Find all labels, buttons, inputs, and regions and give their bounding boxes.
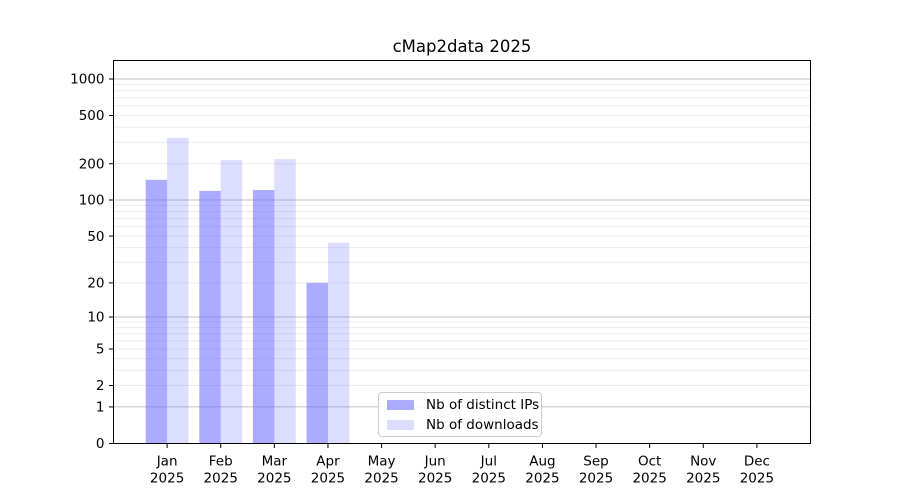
- x-tick-label-year: 2025: [686, 471, 720, 487]
- x-tick-label-year: 2025: [525, 471, 559, 487]
- y-tick-label: 10: [87, 310, 104, 326]
- x-tick-label-month: Mar: [262, 454, 288, 470]
- x-tick-label-month: Sep: [583, 454, 608, 470]
- x-tick-label-month: Oct: [638, 454, 661, 470]
- chart-title: cMap2data 2025: [392, 37, 532, 56]
- x-tick-label-month: Dec: [744, 454, 770, 470]
- x-tick-label-month: Feb: [209, 454, 233, 470]
- x-tick-label-year: 2025: [472, 471, 506, 487]
- bar-mar-downloads: [274, 159, 296, 444]
- bar-jan-downloads: [167, 137, 189, 444]
- bar-feb-downloads: [220, 160, 243, 444]
- bar-apr-distinct-ips: [306, 282, 328, 444]
- y-tick-label: 20: [87, 276, 104, 292]
- y-tick-label: 500: [79, 108, 105, 124]
- y-tick-label: 5: [96, 342, 105, 358]
- y-tick-label: 100: [79, 193, 105, 209]
- legend: Nb of distinct IPs Nb of downloads: [378, 392, 542, 437]
- x-tick-label-year: 2025: [579, 471, 613, 487]
- legend-swatch-downloads: [387, 419, 414, 430]
- x-tick-label-year: 2025: [632, 471, 666, 487]
- legend-label-downloads: Nb of downloads: [426, 416, 539, 433]
- x-tick-label-year: 2025: [257, 471, 291, 487]
- legend-swatch-distinct-ips: [387, 399, 414, 410]
- y-tick-label: 200: [79, 156, 105, 172]
- y-tick-label: 1: [96, 400, 105, 416]
- x-tick-label-month: Jul: [480, 454, 497, 470]
- series-downloads: [167, 137, 350, 444]
- x-tick-label-month: May: [368, 454, 396, 470]
- x-axis: Jan2025Feb2025Mar2025Apr2025May2025Jun20…: [150, 443, 774, 487]
- bar-feb-distinct-ips: [199, 190, 221, 444]
- legend-label-distinct-ips: Nb of distinct IPs: [426, 396, 540, 413]
- plot-frame: [113, 60, 811, 444]
- y-tick-label: 2: [96, 378, 105, 394]
- y-tick-label: 50: [87, 229, 104, 245]
- legend-item-downloads: Nb of downloads: [387, 417, 539, 433]
- x-tick-label-month: Nov: [690, 454, 716, 470]
- y-grid-minor: [113, 84, 811, 387]
- x-tick-label-month: Aug: [529, 454, 555, 470]
- bar-mar-distinct-ips: [252, 190, 275, 444]
- legend-item-distinct-ips: Nb of distinct IPs: [387, 397, 539, 413]
- y-axis: 0 1 2 5 10 20 50 100 200 500 1000: [70, 72, 114, 452]
- x-tick-label-month: Jan: [156, 454, 178, 470]
- x-tick-label-year: 2025: [364, 471, 398, 487]
- x-tick-label-year: 2025: [740, 471, 774, 487]
- x-tick-label-year: 2025: [311, 471, 345, 487]
- y-tick-label: 1000: [70, 72, 104, 88]
- x-tick-label-month: Apr: [316, 454, 340, 470]
- bar-apr-downloads: [327, 242, 350, 444]
- x-tick-label-month: Jun: [424, 454, 446, 470]
- bar-jan-distinct-ips: [145, 179, 168, 444]
- x-tick-label-year: 2025: [204, 471, 238, 487]
- x-tick-label-year: 2025: [418, 471, 452, 487]
- series-distinct-ips: [145, 179, 328, 444]
- x-tick-label-year: 2025: [150, 471, 184, 487]
- y-tick-label: 0: [96, 436, 105, 452]
